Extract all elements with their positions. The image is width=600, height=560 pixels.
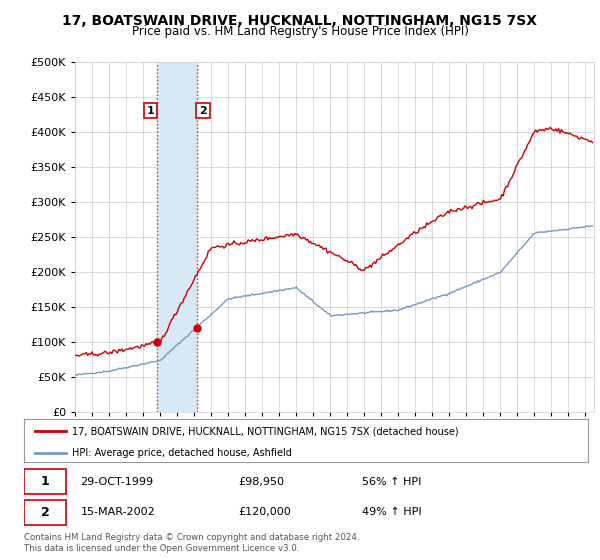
- Text: 17, BOATSWAIN DRIVE, HUCKNALL, NOTTINGHAM, NG15 7SX (detached house): 17, BOATSWAIN DRIVE, HUCKNALL, NOTTINGHA…: [72, 426, 458, 436]
- Text: 2: 2: [41, 506, 50, 519]
- Text: Contains HM Land Registry data © Crown copyright and database right 2024.
This d: Contains HM Land Registry data © Crown c…: [24, 533, 359, 553]
- FancyBboxPatch shape: [24, 500, 66, 525]
- Text: 2: 2: [199, 106, 207, 115]
- Text: 15-MAR-2002: 15-MAR-2002: [80, 507, 155, 517]
- Text: 49% ↑ HPI: 49% ↑ HPI: [362, 507, 422, 517]
- Text: 1: 1: [146, 106, 154, 115]
- Bar: [157, 62, 197, 412]
- Text: £120,000: £120,000: [238, 507, 291, 517]
- Text: HPI: Average price, detached house, Ashfield: HPI: Average price, detached house, Ashf…: [72, 447, 292, 458]
- Text: 29-OCT-1999: 29-OCT-1999: [80, 477, 154, 487]
- Text: 17, BOATSWAIN DRIVE, HUCKNALL, NOTTINGHAM, NG15 7SX: 17, BOATSWAIN DRIVE, HUCKNALL, NOTTINGHA…: [62, 14, 538, 28]
- Text: £98,950: £98,950: [238, 477, 284, 487]
- Text: Price paid vs. HM Land Registry's House Price Index (HPI): Price paid vs. HM Land Registry's House …: [131, 25, 469, 38]
- FancyBboxPatch shape: [24, 469, 66, 494]
- Text: 56% ↑ HPI: 56% ↑ HPI: [362, 477, 422, 487]
- Text: 1: 1: [41, 475, 50, 488]
